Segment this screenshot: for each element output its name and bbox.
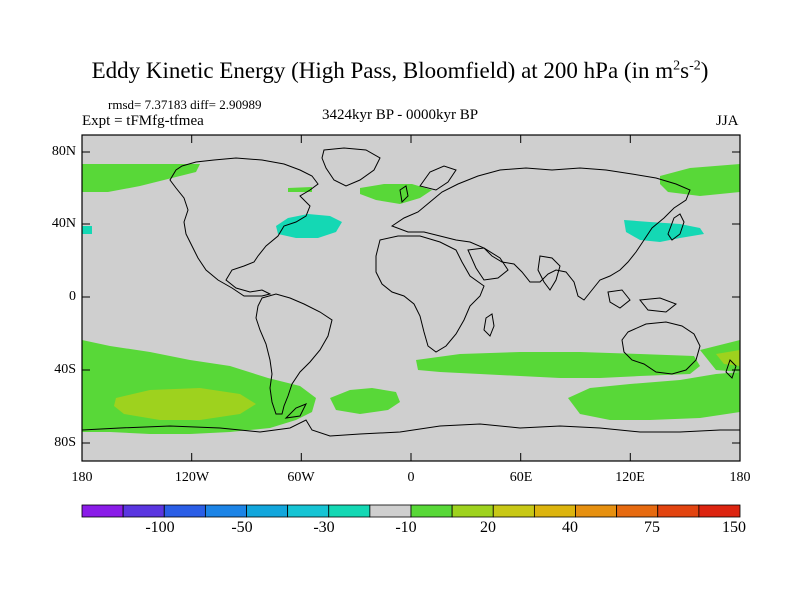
lon-label-0: 0 (407, 470, 415, 485)
plot-title: Eddy Kinetic Energy (High Pass, Bloomfie… (0, 58, 800, 84)
southern-indian-ocean-positive (416, 352, 700, 378)
north-pacific-positive (82, 164, 200, 192)
stats-text: rmsd= 7.37183 diff= 2.90989 (108, 97, 262, 112)
map-panel (82, 135, 740, 461)
colorbar-swatch (122, 504, 165, 518)
lon-label-60e: 60E (509, 470, 533, 485)
west-pacific-negative (624, 220, 704, 242)
colorbar-swatch (657, 504, 700, 518)
colorbar-swatch (533, 504, 576, 518)
europe-green-patch (360, 184, 432, 204)
colorbar-label: 75 (644, 519, 660, 536)
colorbar-label: -30 (313, 519, 335, 536)
lon-label-120w: 120W (174, 470, 210, 485)
north-atlantic-negative (276, 214, 342, 238)
colorbar-label: 20 (480, 519, 496, 536)
south-pacific-core (114, 388, 256, 420)
season-label: JJA (716, 113, 739, 129)
title-mid: s (680, 58, 690, 83)
colorbar-swatch (287, 504, 330, 518)
experiment-label: Expt = tFMfg-tfmea (82, 113, 204, 129)
colorbar-swatch (616, 504, 659, 518)
lon-label-120e: 120E (615, 470, 645, 485)
period-label: 3424kyr BP - 0000kyr BP (322, 107, 479, 123)
colorbar-label: -100 (145, 519, 175, 536)
colorbar-swatch (698, 504, 741, 518)
colorbar-label: -50 (231, 519, 253, 536)
title-end: ) (700, 58, 709, 83)
colorbar-swatch (410, 504, 453, 518)
colorbar-swatch (246, 504, 289, 518)
north-pacific-positive-east (660, 164, 740, 196)
lon-label-180e: 180 (729, 470, 751, 485)
south-atlantic-positive (330, 388, 400, 414)
colorbar-swatch (328, 504, 371, 518)
lon-label-60w: 60W (287, 470, 315, 485)
colorbar (81, 504, 741, 518)
lat-ticks (82, 151, 740, 444)
colorbar-swatch (163, 504, 206, 518)
title-sup-1: 2 (673, 58, 681, 74)
colorbar-swatch (204, 504, 247, 518)
colorbar-swatch (451, 504, 494, 518)
lat-label-40s: 40S (54, 362, 76, 377)
lat-label-80s: 80S (54, 435, 76, 450)
lon-label-180w: 180 (71, 470, 93, 485)
colorbar-label: -10 (395, 519, 417, 536)
lat-label-0: 0 (69, 289, 76, 304)
title-sup-2: -2 (689, 58, 701, 74)
south-australia-positive (568, 372, 740, 420)
east-edge-core (716, 350, 740, 366)
colorbar-swatch (369, 504, 412, 518)
title-main: Eddy Kinetic Energy (High Pass, Bloomfie… (91, 58, 674, 83)
colorbar-swatch (492, 504, 535, 518)
colorbar-swatch (81, 504, 124, 518)
lat-label-80n: 80N (51, 144, 76, 159)
colorbar-label: 150 (722, 519, 746, 536)
lat-label-40n: 40N (51, 216, 76, 231)
colorbar-label: 40 (562, 519, 578, 536)
lon-ticks (81, 135, 741, 461)
colorbar-swatch (575, 504, 618, 518)
west-edge-cyan (82, 226, 92, 234)
coastlines (82, 147, 740, 437)
north-atlantic-green-patch (288, 187, 312, 192)
